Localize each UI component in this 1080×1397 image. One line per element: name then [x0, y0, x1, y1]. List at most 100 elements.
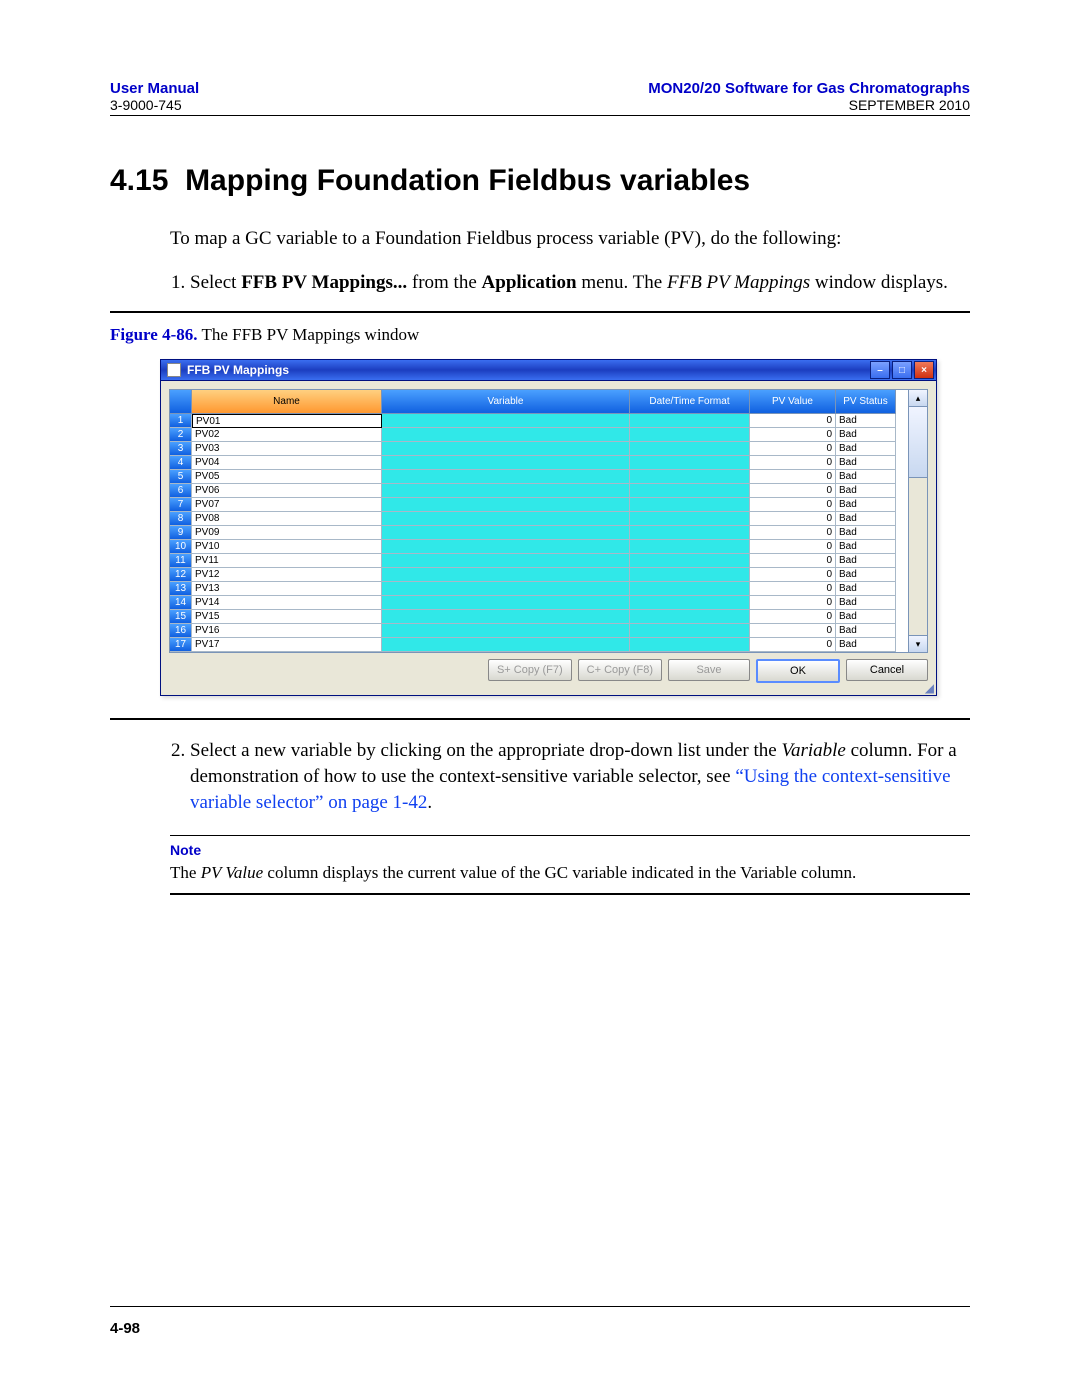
cell-name[interactable]: PV07: [192, 498, 382, 512]
cell-variable[interactable]: [382, 428, 630, 442]
cell-datetime-format[interactable]: [630, 582, 750, 596]
cell-name[interactable]: PV06: [192, 484, 382, 498]
row-number[interactable]: 6: [170, 484, 192, 498]
cell-variable[interactable]: [382, 568, 630, 582]
table-row[interactable]: 6PV060Bad: [170, 484, 908, 498]
row-number[interactable]: 10: [170, 540, 192, 554]
cell-datetime-format[interactable]: [630, 470, 750, 484]
row-number[interactable]: 14: [170, 596, 192, 610]
cell-variable[interactable]: [382, 498, 630, 512]
cell-name[interactable]: PV14: [192, 596, 382, 610]
cell-datetime-format[interactable]: [630, 540, 750, 554]
close-button[interactable]: ×: [914, 361, 934, 379]
cancel-button[interactable]: Cancel: [846, 659, 928, 681]
cell-name[interactable]: PV15: [192, 610, 382, 624]
scroll-thumb[interactable]: [909, 407, 927, 478]
row-number[interactable]: 4: [170, 456, 192, 470]
cell-name[interactable]: PV17: [192, 638, 382, 652]
cell-datetime-format[interactable]: [630, 498, 750, 512]
ok-button[interactable]: OK: [756, 659, 840, 683]
window-titlebar[interactable]: FFB PV Mappings – □ ×: [161, 360, 936, 381]
save-button[interactable]: Save: [668, 659, 750, 681]
row-number[interactable]: 8: [170, 512, 192, 526]
maximize-button[interactable]: □: [892, 361, 912, 379]
cell-variable[interactable]: [382, 414, 630, 428]
row-number[interactable]: 1: [170, 414, 192, 428]
row-number[interactable]: 13: [170, 582, 192, 596]
table-row[interactable]: 15PV150Bad: [170, 610, 908, 624]
cell-variable[interactable]: [382, 512, 630, 526]
cell-datetime-format[interactable]: [630, 596, 750, 610]
table-row[interactable]: 12PV120Bad: [170, 568, 908, 582]
resize-grip-icon[interactable]: ◢: [169, 683, 934, 693]
table-row[interactable]: 4PV040Bad: [170, 456, 908, 470]
grid-corner[interactable]: [170, 390, 192, 414]
table-row[interactable]: 13PV130Bad: [170, 582, 908, 596]
row-number[interactable]: 15: [170, 610, 192, 624]
cell-datetime-format[interactable]: [630, 554, 750, 568]
cell-variable[interactable]: [382, 624, 630, 638]
table-row[interactable]: 2PV020Bad: [170, 428, 908, 442]
c-copy-f8-button[interactable]: C+ Copy (F8): [578, 659, 662, 681]
table-row[interactable]: 10PV100Bad: [170, 540, 908, 554]
cell-name[interactable]: PV16: [192, 624, 382, 638]
row-number[interactable]: 7: [170, 498, 192, 512]
cell-variable[interactable]: [382, 610, 630, 624]
cell-datetime-format[interactable]: [630, 428, 750, 442]
row-number[interactable]: 9: [170, 526, 192, 540]
table-row[interactable]: 16PV160Bad: [170, 624, 908, 638]
minimize-button[interactable]: –: [870, 361, 890, 379]
cell-datetime-format[interactable]: [630, 624, 750, 638]
cell-variable[interactable]: [382, 470, 630, 484]
cell-variable[interactable]: [382, 526, 630, 540]
table-row[interactable]: 3PV030Bad: [170, 442, 908, 456]
cell-variable[interactable]: [382, 484, 630, 498]
row-number[interactable]: 17: [170, 638, 192, 652]
cell-variable[interactable]: [382, 554, 630, 568]
cell-datetime-format[interactable]: [630, 512, 750, 526]
cell-name[interactable]: PV12: [192, 568, 382, 582]
cell-name[interactable]: PV02: [192, 428, 382, 442]
cell-variable[interactable]: [382, 582, 630, 596]
table-row[interactable]: 14PV140Bad: [170, 596, 908, 610]
cell-variable[interactable]: [382, 638, 630, 652]
col-header-pv-value[interactable]: PV Value: [750, 390, 836, 414]
table-row[interactable]: 1PV010Bad: [170, 414, 908, 428]
cell-datetime-format[interactable]: [630, 456, 750, 470]
cell-datetime-format[interactable]: [630, 526, 750, 540]
cell-name[interactable]: PV03: [192, 442, 382, 456]
cell-name[interactable]: PV08: [192, 512, 382, 526]
scroll-up-arrow-icon[interactable]: ▴: [909, 390, 927, 407]
pv-mappings-grid[interactable]: Name Variable Date/Time Format PV Value …: [169, 389, 909, 653]
s-copy-f7-button[interactable]: S+ Copy (F7): [488, 659, 572, 681]
col-header-pv-status[interactable]: PV Status: [836, 390, 896, 414]
table-row[interactable]: 17PV170Bad: [170, 638, 908, 652]
cell-name[interactable]: PV11: [192, 554, 382, 568]
cell-variable[interactable]: [382, 442, 630, 456]
cell-datetime-format[interactable]: [630, 610, 750, 624]
cell-variable[interactable]: [382, 540, 630, 554]
table-row[interactable]: 11PV110Bad: [170, 554, 908, 568]
cell-datetime-format[interactable]: [630, 568, 750, 582]
row-number[interactable]: 12: [170, 568, 192, 582]
cell-variable[interactable]: [382, 596, 630, 610]
scroll-down-arrow-icon[interactable]: ▾: [909, 635, 927, 652]
cell-variable[interactable]: [382, 456, 630, 470]
col-header-datetime-format[interactable]: Date/Time Format: [630, 390, 750, 414]
table-row[interactable]: 8PV080Bad: [170, 512, 908, 526]
col-header-name[interactable]: Name: [192, 390, 382, 414]
cell-name[interactable]: PV05: [192, 470, 382, 484]
cell-name[interactable]: PV13: [192, 582, 382, 596]
cell-datetime-format[interactable]: [630, 638, 750, 652]
row-number[interactable]: 16: [170, 624, 192, 638]
table-row[interactable]: 5PV050Bad: [170, 470, 908, 484]
row-number[interactable]: 5: [170, 470, 192, 484]
cell-name[interactable]: PV10: [192, 540, 382, 554]
cell-datetime-format[interactable]: [630, 414, 750, 428]
row-number[interactable]: 3: [170, 442, 192, 456]
vertical-scrollbar[interactable]: ▴ ▾: [909, 389, 928, 653]
row-number[interactable]: 11: [170, 554, 192, 568]
col-header-variable[interactable]: Variable: [382, 390, 630, 414]
cell-name[interactable]: PV09: [192, 526, 382, 540]
row-number[interactable]: 2: [170, 428, 192, 442]
